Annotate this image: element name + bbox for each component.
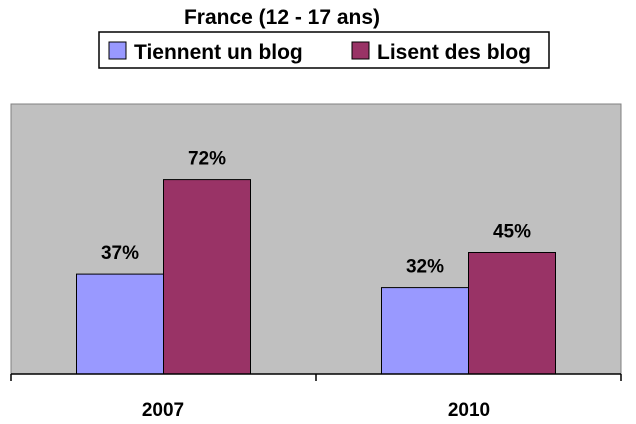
- data-label-tiennent-2007: 37%: [101, 243, 139, 264]
- bar-lisent-2010: [468, 252, 556, 375]
- legend: Tiennent un blog Lisent des blog: [98, 31, 550, 69]
- legend-label-lisent: Lisent des blog: [377, 41, 531, 64]
- legend-swatch-tiennent: [108, 41, 127, 60]
- legend-label-tiennent: Tiennent un blog: [134, 41, 303, 64]
- bars-group: [76, 179, 556, 375]
- bar-tiennent-2007: [76, 273, 164, 375]
- legend-box: [98, 31, 550, 69]
- data-label-lisent-2007: 72%: [188, 149, 226, 170]
- data-label-lisent-2010: 45%: [493, 222, 531, 243]
- data-label-tiennent-2010: 32%: [406, 257, 444, 278]
- category-label-2007: 2007: [142, 400, 184, 421]
- category-label-2010: 2010: [448, 400, 490, 421]
- legend-swatch-lisent: [351, 41, 370, 60]
- data-labels-group: 37% 72% 32% 45%: [101, 149, 531, 278]
- chart-title: France (12 - 17 ans): [184, 6, 380, 29]
- bar-lisent-2007: [163, 179, 251, 375]
- bar-tiennent-2010: [381, 287, 469, 375]
